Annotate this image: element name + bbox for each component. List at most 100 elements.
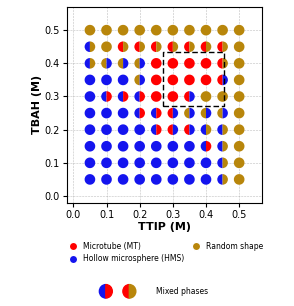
Wedge shape — [206, 108, 211, 118]
Wedge shape — [206, 141, 211, 151]
Wedge shape — [85, 25, 95, 35]
Wedge shape — [184, 58, 195, 69]
Wedge shape — [184, 158, 195, 168]
Wedge shape — [156, 108, 162, 118]
Wedge shape — [151, 25, 162, 35]
Wedge shape — [134, 41, 140, 52]
Wedge shape — [140, 91, 145, 102]
X-axis label: TTIP (M): TTIP (M) — [138, 222, 191, 232]
Wedge shape — [118, 174, 128, 185]
Wedge shape — [134, 75, 140, 85]
Wedge shape — [118, 91, 123, 102]
Wedge shape — [118, 58, 123, 69]
Wedge shape — [101, 108, 112, 118]
Wedge shape — [90, 58, 95, 69]
Wedge shape — [184, 174, 195, 185]
Wedge shape — [140, 108, 145, 118]
Wedge shape — [151, 91, 162, 102]
Bar — [163, 52, 224, 106]
Wedge shape — [234, 25, 245, 35]
Wedge shape — [106, 91, 112, 102]
Wedge shape — [234, 91, 245, 102]
Wedge shape — [189, 91, 195, 102]
Wedge shape — [168, 141, 178, 151]
Wedge shape — [134, 25, 145, 35]
Wedge shape — [217, 108, 223, 118]
Wedge shape — [234, 174, 245, 185]
Wedge shape — [189, 124, 195, 135]
Y-axis label: TBAH (M): TBAH (M) — [32, 75, 42, 134]
Wedge shape — [156, 124, 162, 135]
Wedge shape — [101, 75, 112, 85]
Wedge shape — [151, 108, 156, 118]
Wedge shape — [217, 174, 223, 185]
Wedge shape — [90, 41, 95, 52]
Wedge shape — [168, 158, 178, 168]
Wedge shape — [134, 158, 145, 168]
Wedge shape — [234, 58, 245, 69]
Wedge shape — [101, 41, 112, 52]
Wedge shape — [201, 141, 206, 151]
Wedge shape — [201, 25, 211, 35]
Wedge shape — [223, 41, 228, 52]
Wedge shape — [168, 91, 178, 102]
Wedge shape — [168, 124, 173, 135]
Wedge shape — [134, 91, 140, 102]
Wedge shape — [184, 91, 189, 102]
Wedge shape — [184, 108, 189, 118]
Wedge shape — [217, 75, 223, 85]
Wedge shape — [217, 141, 223, 151]
Wedge shape — [106, 58, 112, 69]
Wedge shape — [123, 58, 128, 69]
Wedge shape — [118, 108, 128, 118]
Wedge shape — [134, 124, 145, 135]
Wedge shape — [234, 41, 245, 52]
Wedge shape — [85, 158, 95, 168]
Wedge shape — [201, 58, 211, 69]
Wedge shape — [101, 141, 112, 151]
Wedge shape — [85, 75, 95, 85]
Wedge shape — [151, 141, 162, 151]
Wedge shape — [201, 124, 206, 135]
Wedge shape — [140, 41, 145, 52]
Wedge shape — [201, 41, 206, 52]
Wedge shape — [168, 108, 173, 118]
Wedge shape — [140, 75, 145, 85]
Wedge shape — [201, 75, 211, 85]
Wedge shape — [101, 58, 106, 69]
Wedge shape — [184, 124, 189, 135]
Wedge shape — [201, 174, 211, 185]
Wedge shape — [134, 174, 145, 185]
Wedge shape — [101, 174, 112, 185]
Wedge shape — [118, 158, 128, 168]
Wedge shape — [151, 75, 162, 85]
Wedge shape — [118, 124, 128, 135]
Wedge shape — [217, 91, 228, 102]
Wedge shape — [201, 91, 211, 102]
Wedge shape — [123, 91, 128, 102]
Wedge shape — [85, 91, 95, 102]
Wedge shape — [85, 141, 95, 151]
Wedge shape — [123, 285, 129, 298]
Wedge shape — [223, 174, 228, 185]
Wedge shape — [134, 141, 145, 151]
Wedge shape — [234, 124, 245, 135]
Text: Mixed phases: Mixed phases — [156, 287, 208, 296]
Wedge shape — [101, 91, 106, 102]
Wedge shape — [156, 41, 162, 52]
Wedge shape — [223, 124, 228, 135]
Wedge shape — [189, 41, 195, 52]
Wedge shape — [118, 141, 128, 151]
Wedge shape — [217, 25, 228, 35]
Wedge shape — [129, 285, 136, 298]
Wedge shape — [101, 124, 112, 135]
Wedge shape — [106, 285, 112, 298]
Wedge shape — [173, 41, 178, 52]
Wedge shape — [223, 108, 228, 118]
Wedge shape — [223, 158, 228, 168]
Wedge shape — [85, 124, 95, 135]
Wedge shape — [134, 58, 140, 69]
Wedge shape — [118, 41, 123, 52]
Wedge shape — [173, 124, 178, 135]
Wedge shape — [168, 41, 173, 52]
